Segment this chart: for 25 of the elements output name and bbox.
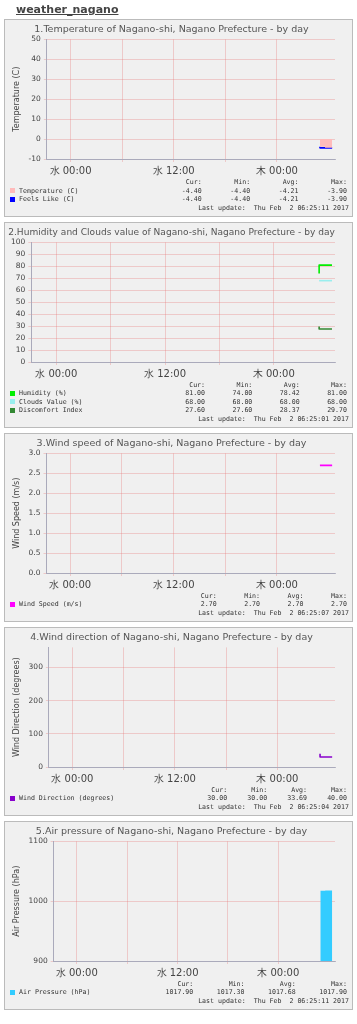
x-tick-label: 水 00:00	[55, 966, 98, 978]
chart-title: 2.Humidity and Clouds value of Nagano-shi, Nagano Prefecture - by day	[8, 225, 336, 237]
x-tick-label: 水 12:00	[152, 164, 195, 176]
x-tick-label: 木 00:00	[255, 164, 298, 176]
chart-title: 4.Wind direction of Nagano-shi, Nagano Prefecture - by day	[30, 630, 314, 642]
x-tick-label: 木 00:00	[256, 772, 299, 784]
x-tick-label: 水 12:00	[144, 367, 187, 379]
x-tick-label: 木 00:00	[255, 578, 298, 590]
y-axis-title: Wind Direction (degrees)	[11, 656, 21, 757]
chart-title: 3.Wind speed of Nagano-shi, Nagano Prefecture - by day	[36, 436, 307, 448]
x-tick-label: 水 12:00	[156, 966, 199, 978]
x-tick-label: 水 00:00	[35, 367, 78, 379]
x-tick-label: 木 00:00	[252, 367, 295, 379]
x-tick-label: 水 00:00	[49, 578, 92, 590]
text: weather_nagano	[16, 3, 120, 16]
y-axis-title: Wind Speed (m/s)	[11, 477, 21, 549]
x-tick-label: 水 00:00	[51, 772, 94, 784]
x-tick-label: 木 00:00	[257, 966, 300, 978]
y-axis-title: Temperature (C)	[11, 66, 21, 133]
x-tick-label: 水 12:00	[153, 772, 196, 784]
x-tick-label: 水 12:00	[152, 578, 195, 590]
chart-title: 1.Temperature of Nagano-shi, Nagano Prefecture - by day	[34, 23, 310, 35]
chart-title: 5.Air pressure of Nagano-shi, Nagano Prefecture - by day	[35, 824, 308, 836]
y-axis-title: Air Pressure (hPa)	[11, 865, 21, 937]
x-tick-label: 水 00:00	[49, 164, 92, 176]
